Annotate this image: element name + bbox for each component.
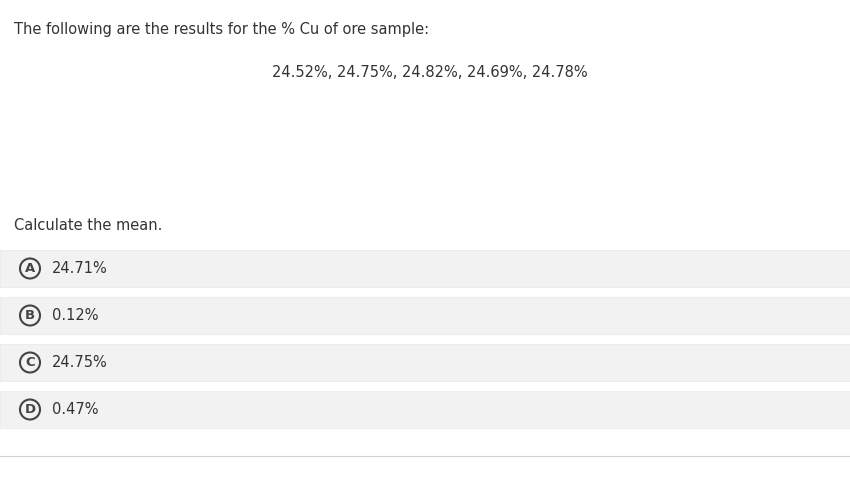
Text: 0.12%: 0.12% — [52, 308, 99, 323]
Text: B: B — [25, 309, 35, 322]
Text: C: C — [26, 356, 35, 369]
FancyBboxPatch shape — [0, 344, 850, 381]
Text: 24.75%: 24.75% — [52, 355, 108, 370]
Text: 24.52%, 24.75%, 24.82%, 24.69%, 24.78%: 24.52%, 24.75%, 24.82%, 24.69%, 24.78% — [272, 65, 588, 80]
FancyBboxPatch shape — [0, 297, 850, 334]
Text: 0.47%: 0.47% — [52, 402, 99, 417]
Text: D: D — [25, 403, 36, 416]
Text: The following are the results for the % Cu of ore sample:: The following are the results for the % … — [14, 22, 429, 37]
FancyBboxPatch shape — [0, 250, 850, 287]
Text: 24.71%: 24.71% — [52, 261, 108, 276]
FancyBboxPatch shape — [0, 391, 850, 428]
Text: A: A — [25, 262, 35, 275]
Text: Calculate the mean.: Calculate the mean. — [14, 218, 162, 233]
